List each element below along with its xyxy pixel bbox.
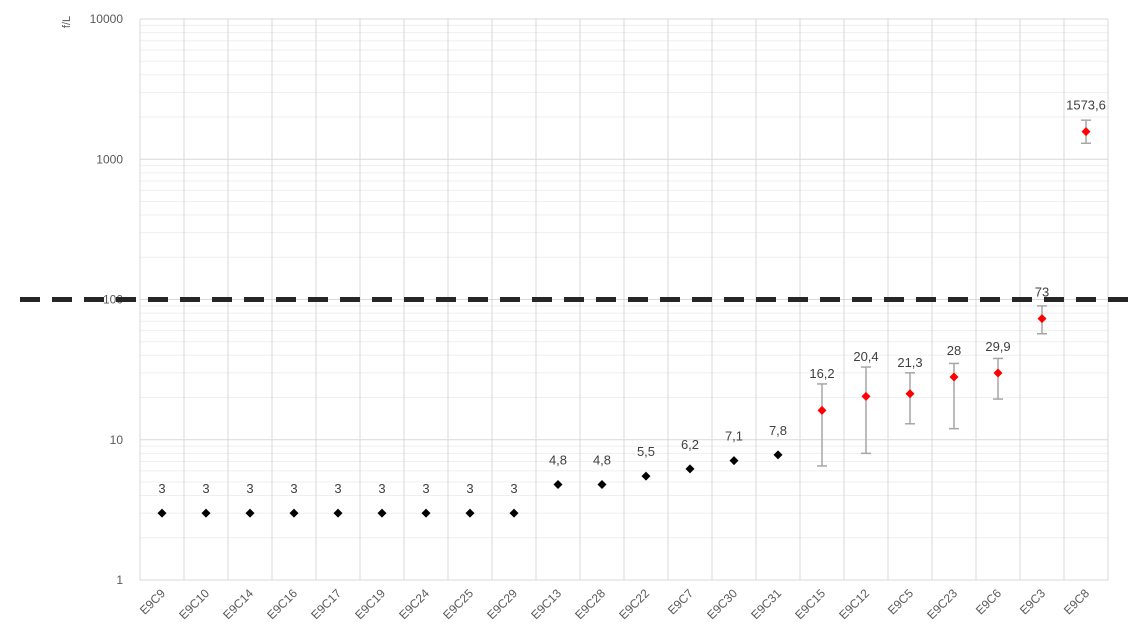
data-label: 7,8 xyxy=(769,423,787,438)
y-tick-label: 10000 xyxy=(90,12,124,26)
data-point xyxy=(597,479,607,489)
data-point xyxy=(509,508,519,518)
x-category-label: E9C22 xyxy=(616,586,652,622)
data-labels: 3 3 3 3 3 3 3 3 3 4,8 4,8 5,5 6,2 7,1 7,8 16,2 20,4 21,3 2… xyxy=(158,98,1106,496)
x-category-label: E9C9 xyxy=(137,586,168,617)
data-label: 29,9 xyxy=(985,339,1010,354)
x-category-label: E9C28 xyxy=(572,586,608,622)
y-tick-label: 10 xyxy=(110,433,124,447)
data-label: 21,3 xyxy=(897,355,922,370)
data-label: 20,4 xyxy=(853,349,878,364)
data-point xyxy=(641,471,651,481)
y-axis-ticks: 1 10 100 1000 10000 xyxy=(90,12,124,587)
data-point xyxy=(905,389,915,399)
x-category-label: E9C23 xyxy=(924,586,960,622)
data-point xyxy=(289,508,299,518)
x-axis-categories: E9C9 E9C10 E9C14 E9C16 E9C17 E9C19 E9C24 E9C25 E… xyxy=(137,586,1092,622)
data-label: 73 xyxy=(1035,285,1049,300)
data-label: 1573,6 xyxy=(1066,98,1106,113)
x-category-label: E9C12 xyxy=(836,586,872,622)
data-point xyxy=(245,508,255,518)
data-point xyxy=(993,368,1003,378)
x-category-label: E9C31 xyxy=(748,586,784,622)
x-category-label: E9C19 xyxy=(352,586,388,622)
data-point xyxy=(157,508,167,518)
data-label: 28 xyxy=(947,343,961,358)
x-category-label: E9C15 xyxy=(792,586,828,622)
data-label: 3 xyxy=(510,481,517,496)
data-point xyxy=(1037,314,1047,324)
x-category-label: E9C25 xyxy=(440,586,476,622)
x-category-label: E9C29 xyxy=(484,586,520,622)
x-category-label: E9C5 xyxy=(885,586,916,617)
data-label: 3 xyxy=(378,481,385,496)
x-category-label: E9C10 xyxy=(176,586,212,622)
grid xyxy=(139,18,1109,581)
data-label: 4,8 xyxy=(549,452,567,467)
x-category-label: E9C14 xyxy=(220,586,256,622)
data-point xyxy=(729,456,739,466)
data-point xyxy=(817,405,827,415)
data-label: 3 xyxy=(334,481,341,496)
data-label: 3 xyxy=(422,481,429,496)
data-label: 3 xyxy=(158,481,165,496)
data-label: 3 xyxy=(202,481,209,496)
x-category-label: E9C8 xyxy=(1061,586,1092,617)
x-category-label: E9C30 xyxy=(704,586,740,622)
data-point xyxy=(773,450,783,460)
data-point xyxy=(685,464,695,474)
data-point xyxy=(553,479,563,489)
x-category-label: E9C3 xyxy=(1017,586,1048,617)
y-tick-label: 100 xyxy=(103,293,123,307)
data-point xyxy=(949,372,959,382)
data-point xyxy=(465,508,475,518)
data-label: 7,1 xyxy=(725,429,743,444)
data-points xyxy=(157,127,1091,518)
x-category-label: E9C17 xyxy=(308,586,344,622)
y-axis-title: f/L xyxy=(61,16,73,28)
error-bars xyxy=(817,119,1091,467)
data-label: 3 xyxy=(246,481,253,496)
data-point xyxy=(1081,127,1091,137)
x-category-label: E9C16 xyxy=(264,586,300,622)
data-label: 16,2 xyxy=(809,366,834,381)
data-label: 5,5 xyxy=(637,444,655,459)
data-label: 6,2 xyxy=(681,437,699,452)
data-point xyxy=(333,508,343,518)
y-tick-label: 1 xyxy=(116,573,123,587)
data-point xyxy=(421,508,431,518)
y-tick-label: 1000 xyxy=(96,152,123,166)
data-point xyxy=(201,508,211,518)
x-category-label: E9C6 xyxy=(973,586,1004,617)
data-point xyxy=(861,391,871,401)
x-category-label: E9C13 xyxy=(528,586,564,622)
data-label: 3 xyxy=(290,481,297,496)
data-point xyxy=(377,508,387,518)
data-label: 4,8 xyxy=(593,452,611,467)
x-category-label: E9C7 xyxy=(665,586,696,617)
x-category-label: E9C24 xyxy=(396,586,432,622)
data-label: 3 xyxy=(466,481,473,496)
